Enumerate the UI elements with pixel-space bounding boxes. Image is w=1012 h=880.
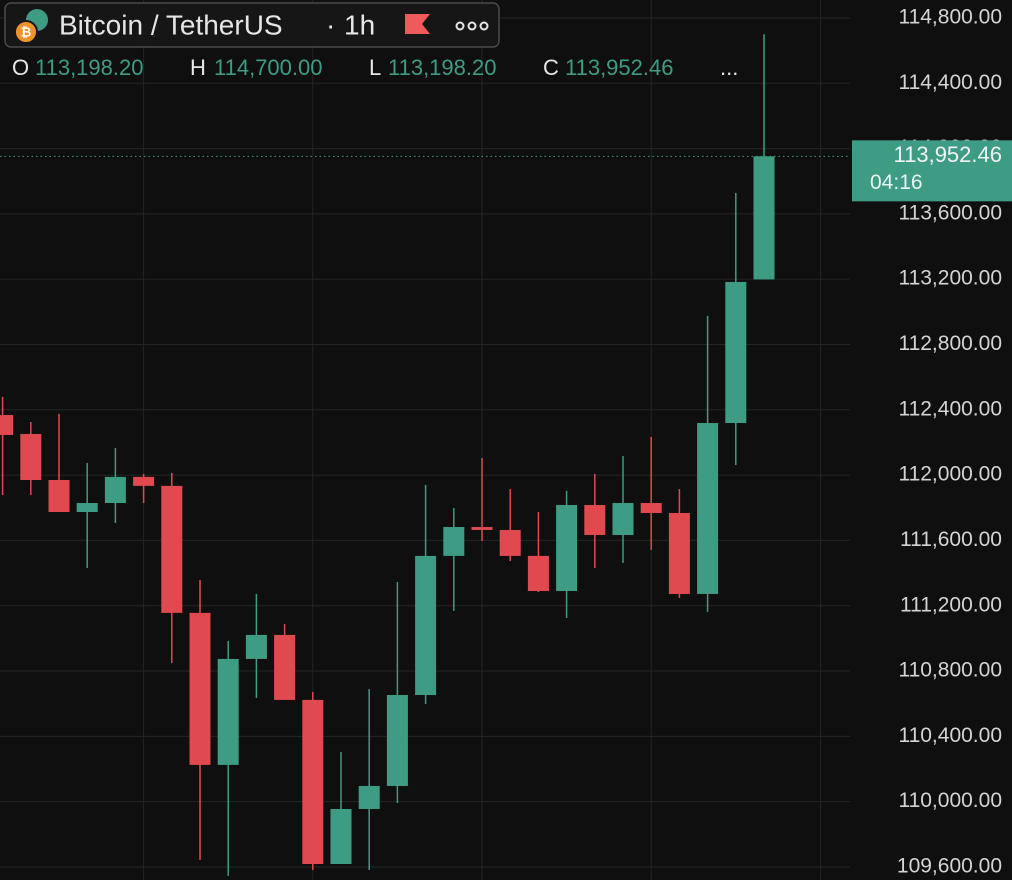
low-value: 113,198.20: [388, 55, 496, 80]
candle-body: [76, 503, 98, 512]
grid: [0, 0, 850, 880]
symbol-header[interactable]: ₿ Bitcoin / TetherUS · 1h: [4, 2, 500, 48]
y-tick-label: 114,400.00: [898, 71, 1002, 94]
y-tick-label: 110,000.00: [898, 789, 1002, 812]
last-price-tag: 113,952.46 04:16: [852, 140, 1012, 202]
countdown-label: 04:16: [870, 171, 923, 194]
candle-body: [161, 485, 183, 613]
low-label: L: [369, 55, 381, 80]
y-tick-label: 109,600.00: [897, 854, 1002, 877]
candle-body: [471, 527, 493, 530]
ohlc-row: O 113,198.20 H 114,700.00 L 113,198.20 C…: [12, 55, 738, 80]
y-tick-label: 113,200.00: [898, 267, 1002, 290]
last-price-label: 113,952.46: [894, 142, 1002, 167]
candle-body: [725, 281, 747, 424]
y-tick-label: 113,600.00: [898, 201, 1002, 224]
interval: 1h: [344, 9, 375, 40]
candle-body: [133, 476, 155, 486]
candle-body: [189, 612, 211, 765]
last-price-box: [852, 140, 1012, 202]
candle-body: [20, 433, 42, 480]
close-label: C: [543, 55, 559, 80]
candle-body: [697, 423, 719, 594]
y-tick-label: 112,400.00: [898, 397, 1002, 420]
open-label: O: [12, 55, 29, 80]
candle-body: [358, 785, 380, 809]
candle-body: [0, 415, 14, 435]
y-tick-label: 110,400.00: [898, 724, 1002, 747]
y-tick-label: 114,800.00: [898, 6, 1002, 29]
separator: ·: [326, 9, 335, 40]
candle-body: [302, 699, 324, 864]
y-tick-label: 111,200.00: [900, 593, 1002, 616]
symbol-title: Bitcoin / TetherUS: [59, 9, 283, 40]
candle-body: [245, 634, 267, 659]
candle-body: [386, 695, 408, 786]
high-label: H: [190, 55, 206, 80]
candle-body: [556, 504, 578, 592]
candle-body: [415, 555, 437, 696]
more-text: ...: [720, 55, 738, 80]
candle-body: [48, 480, 70, 512]
candle-body: [612, 503, 634, 536]
candle-body: [217, 658, 239, 765]
more-icon[interactable]: [455, 21, 489, 31]
candle-body: [584, 504, 606, 536]
candle-body: [274, 634, 296, 700]
base-icon: [14, 20, 38, 44]
base-icon-glyph: ₿: [21, 24, 32, 39]
candle-body: [668, 512, 690, 594]
candle-body: [527, 555, 549, 592]
y-tick-label: 112,000.00: [898, 463, 1002, 486]
y-tick-label: 111,600.00: [900, 528, 1002, 551]
y-axis: 109,600.00 110,000.00 110,400.00 110,800.00…: [897, 6, 1002, 878]
header-box[interactable]: [4, 2, 500, 48]
close-value: 113,952.46: [565, 55, 673, 80]
candle-body: [443, 527, 465, 556]
candle-body: [330, 808, 352, 864]
candles: [0, 34, 775, 876]
candle-body: [753, 156, 775, 280]
high-value: 114,700.00: [214, 55, 322, 80]
candle-body: [640, 503, 662, 513]
y-tick-label: 112,800.00: [898, 332, 1002, 355]
flag-icon[interactable]: [405, 14, 430, 34]
y-tick-label: 110,800.00: [898, 659, 1002, 682]
open-value: 113,198.20: [35, 55, 143, 80]
candle-body: [104, 476, 126, 504]
candle-body: [499, 529, 521, 556]
